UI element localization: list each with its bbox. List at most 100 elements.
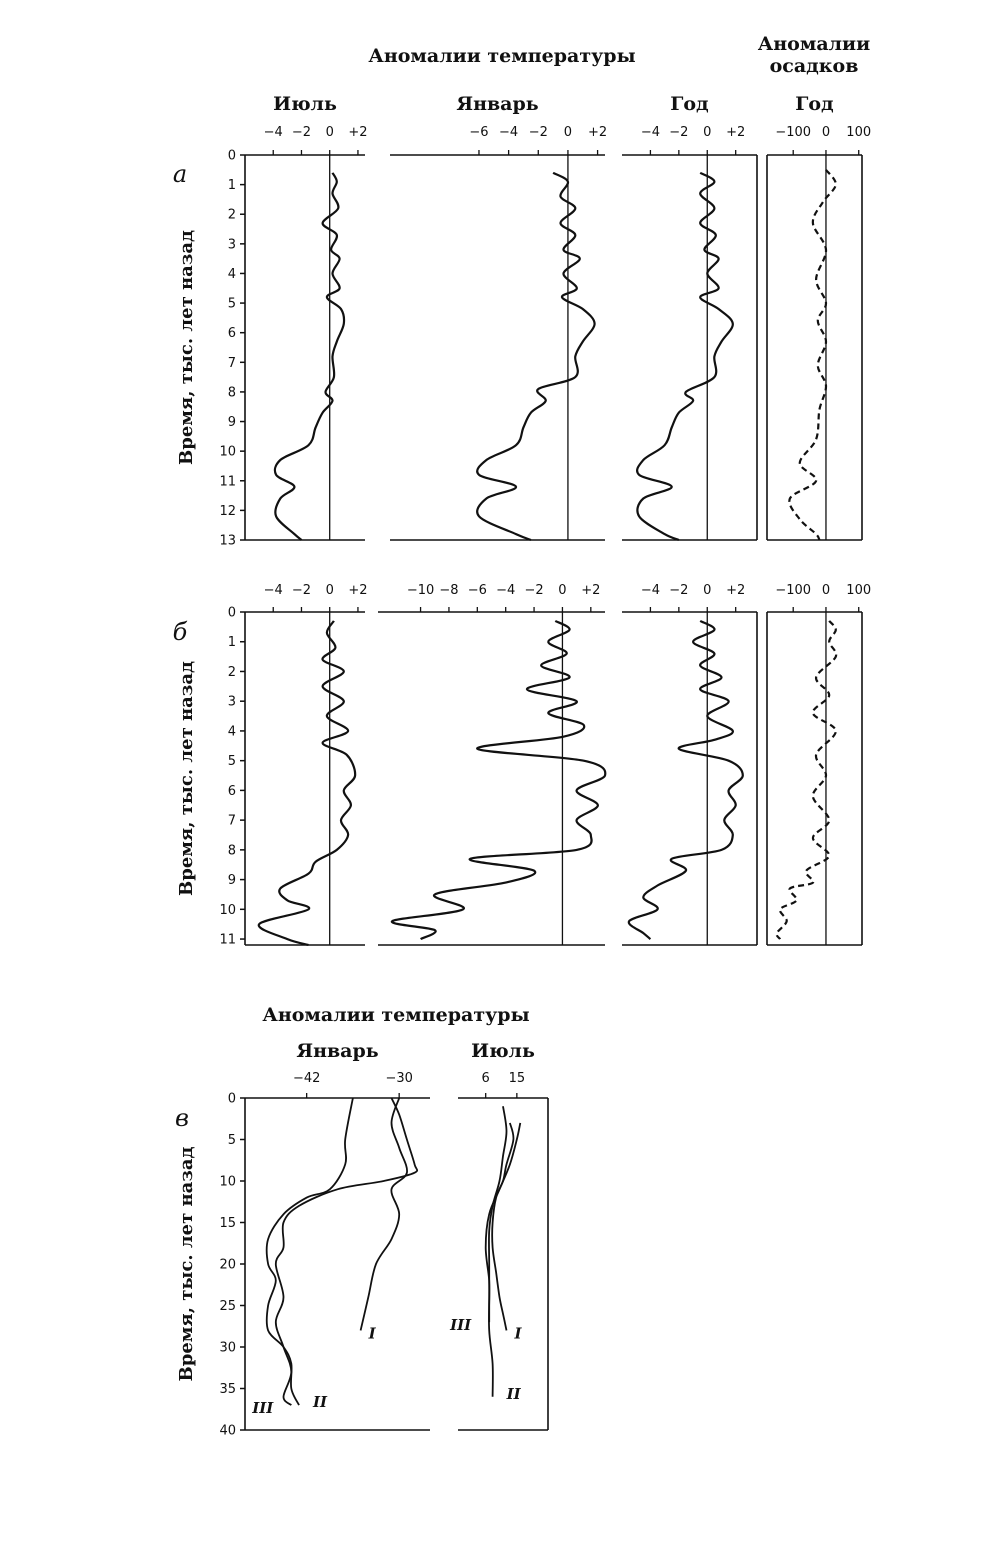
y-tick-label-a-1: 1 (228, 178, 236, 193)
series-line-b-0 (257, 620, 357, 947)
series-line-b-3 (775, 620, 838, 940)
panel-b-2: −4 −2 0 +2 (622, 583, 758, 946)
x-tick-label-a-1-1: −4 (499, 125, 518, 140)
curve-1-I (491, 1122, 515, 1331)
y-tick-label-a-2: 2 (228, 208, 236, 223)
series-line-b-1 (391, 619, 607, 941)
x-tick-label-a-1-3: 0 (564, 125, 572, 140)
section-letter-c: в (175, 1104, 189, 1132)
x-tick-label-a-2-0: −4 (641, 125, 660, 140)
x-tick-label-b-0-1: −2 (292, 583, 311, 598)
series-line-a-2 (636, 171, 734, 542)
y-tick-label-a-3: 3 (228, 237, 236, 252)
panel-a-0: Июль −4 −2 0 +2 (244, 93, 368, 541)
panel-b-1: −10 −8 −6 −4 −2 0 +2 (378, 583, 607, 946)
curve-label-0-III: III (251, 1399, 274, 1417)
x-tick-label-b-2-1: −2 (669, 583, 688, 598)
section-letter-a: а (173, 160, 187, 188)
x-tick-label-b-0-3: +2 (348, 583, 367, 598)
y-tick-label-c-10: 10 (219, 1175, 236, 1190)
curve-0-II (265, 1097, 354, 1406)
x-tick-label-a-2-1: −2 (669, 125, 688, 140)
x-tick-label-a-2-3: +2 (726, 125, 745, 140)
y-tick-label-c-0: 0 (228, 1092, 236, 1107)
y-tick-label-a-12: 12 (219, 504, 236, 519)
panel-title-a-1: Январь (456, 93, 538, 115)
x-tick-label-b-0-2: 0 (326, 583, 334, 598)
curve-label-1-III: III (449, 1316, 472, 1334)
y-tick-label-b-8: 8 (228, 843, 236, 858)
curve-1-III (484, 1122, 522, 1323)
y-tick-label-a-6: 6 (228, 326, 236, 341)
x-tick-label-c-1-0: 6 (482, 1071, 490, 1086)
y-tick-label-c-30: 30 (219, 1341, 236, 1356)
panel-a-1: Январь −6 −4 −2 0 +2 (390, 93, 607, 542)
x-tick-label-b-3-0: −100 (775, 583, 811, 598)
x-tick-label-a-3-2: 100 (846, 125, 871, 140)
x-tick-label-a-0-3: +2 (348, 125, 367, 140)
y-tick-label-b-6: 6 (228, 784, 236, 799)
curve-label-0-II: II (312, 1393, 328, 1411)
title-temperature-anomalies-top: Аномалии температуры (368, 45, 635, 67)
title-precipitation-anomalies: Аномалии осадков (758, 33, 870, 77)
panel-b-0: −4 −2 0 +2 (244, 583, 368, 947)
y-tick-label-c-35: 35 (219, 1382, 236, 1397)
y-tick-label-b-0: 0 (228, 606, 236, 621)
title-temperature-anomalies-bottom: Аномалии температуры (262, 1004, 529, 1026)
x-tick-label-b-3-1: 0 (822, 583, 830, 598)
x-tick-label-a-1-4: +2 (588, 125, 607, 140)
y-tick-label-b-2: 2 (228, 665, 236, 680)
y-tick-label-c-5: 5 (228, 1133, 236, 1148)
y-tick-label-c-25: 25 (219, 1299, 236, 1314)
y-tick-label-a-10: 10 (219, 445, 236, 460)
y-tick-label-b-10: 10 (219, 903, 236, 918)
y-tick-label-a-0: 0 (228, 149, 236, 164)
x-tick-label-b-3-2: 100 (846, 583, 871, 598)
panel-b-3: −100 0 100 (766, 583, 871, 946)
y-tick-label-a-13: 13 (219, 534, 236, 549)
y-axis-label-c: Время, тыс. лет назад (176, 1147, 197, 1382)
x-tick-label-b-2-0: −4 (641, 583, 660, 598)
x-tick-label-b-2-3: +2 (726, 583, 745, 598)
panel-title-c-1: Июль (471, 1040, 535, 1062)
y-tick-label-a-4: 4 (228, 267, 236, 282)
x-tick-label-c-0-0: −42 (293, 1071, 320, 1086)
curve-0-III (274, 1097, 419, 1406)
series-line-a-0 (273, 172, 346, 541)
y-tick-label-b-9: 9 (228, 873, 236, 888)
y-axis-label-b: Время, тыс. лет назад (176, 661, 197, 896)
x-tick-label-c-1-1: 15 (509, 1071, 526, 1086)
x-tick-label-b-2-2: 0 (703, 583, 711, 598)
panel-a-2: Год −4 −2 0 +2 (622, 93, 758, 542)
panel-title-a-0: Июль (273, 93, 337, 115)
series-line-a-3 (788, 169, 837, 541)
x-tick-label-b-1-2: −6 (468, 583, 487, 598)
section-c: в Время, тыс. лет назад 0 5 10 15 20 25 30 35 40 Ян… (175, 1040, 549, 1439)
x-tick-label-a-1-0: −6 (469, 125, 488, 140)
y-tick-label-b-11: 11 (219, 933, 236, 948)
y-tick-label-c-40: 40 (219, 1424, 236, 1439)
panel-title-a-2: Год (670, 93, 709, 115)
x-tick-label-a-0-0: −4 (264, 125, 283, 140)
x-tick-label-a-3-0: −100 (775, 125, 811, 140)
y-tick-label-b-4: 4 (228, 724, 236, 739)
x-tick-label-b-0-0: −4 (264, 583, 283, 598)
curve-label-0-I: I (368, 1324, 377, 1342)
section-letter-b: б (173, 618, 188, 646)
y-tick-label-a-9: 9 (228, 415, 236, 430)
series-line-a-1 (476, 171, 596, 542)
x-tick-label-a-3-1: 0 (822, 125, 830, 140)
y-tick-label-a-5: 5 (228, 297, 236, 312)
y-tick-label-b-7: 7 (228, 814, 236, 829)
x-tick-label-b-1-3: −4 (496, 583, 515, 598)
panel-a-3: Год −100 0 100 (766, 93, 871, 541)
x-tick-label-a-2-2: 0 (703, 125, 711, 140)
x-tick-label-b-1-0: −10 (407, 583, 434, 598)
y-tick-label-a-8: 8 (228, 385, 236, 400)
curve-label-1-I: I (513, 1324, 522, 1342)
curve-1-II (488, 1106, 508, 1397)
x-tick-label-b-1-1: −8 (439, 583, 458, 598)
x-tick-label-a-1-2: −2 (529, 125, 548, 140)
